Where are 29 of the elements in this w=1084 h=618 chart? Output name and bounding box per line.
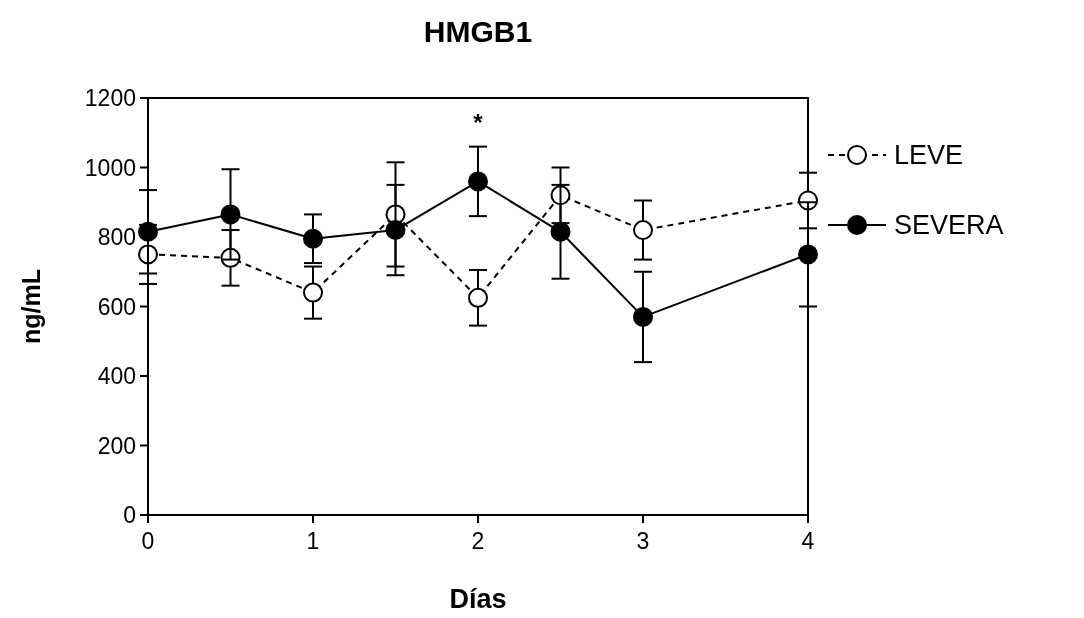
point [303,282,323,303]
point [303,228,323,249]
point [468,287,488,308]
y-tick-label: 200 [97,432,136,459]
point [550,221,571,242]
legend-label: SEVERA [894,210,1004,241]
y-tick-label: 800 [97,224,136,251]
point [798,244,818,265]
annotation: * [473,108,484,136]
x-tick-label: 2 [471,528,485,554]
x-tick-label: 0 [141,528,155,554]
point [633,306,653,327]
point [385,220,406,241]
point [468,171,488,192]
y-tick-label: 1200 [84,85,136,112]
x-tick-label: 3 [636,528,650,554]
y-tick-label: 600 [97,293,136,320]
point [138,221,158,242]
chart-title: HMGB1 [423,15,533,48]
legend-label: LEVE [894,140,964,171]
y-tick-label: 1000 [84,154,136,181]
y-tick-label: 400 [97,363,136,390]
x-tick-label: 1 [306,528,320,554]
point [633,220,653,241]
y-tick-label: 0 [123,502,136,529]
x-tick-label: 4 [801,528,815,554]
point [220,204,241,225]
y-axis-title: ng/mL [17,269,45,344]
x-axis-title: Días [449,584,507,614]
